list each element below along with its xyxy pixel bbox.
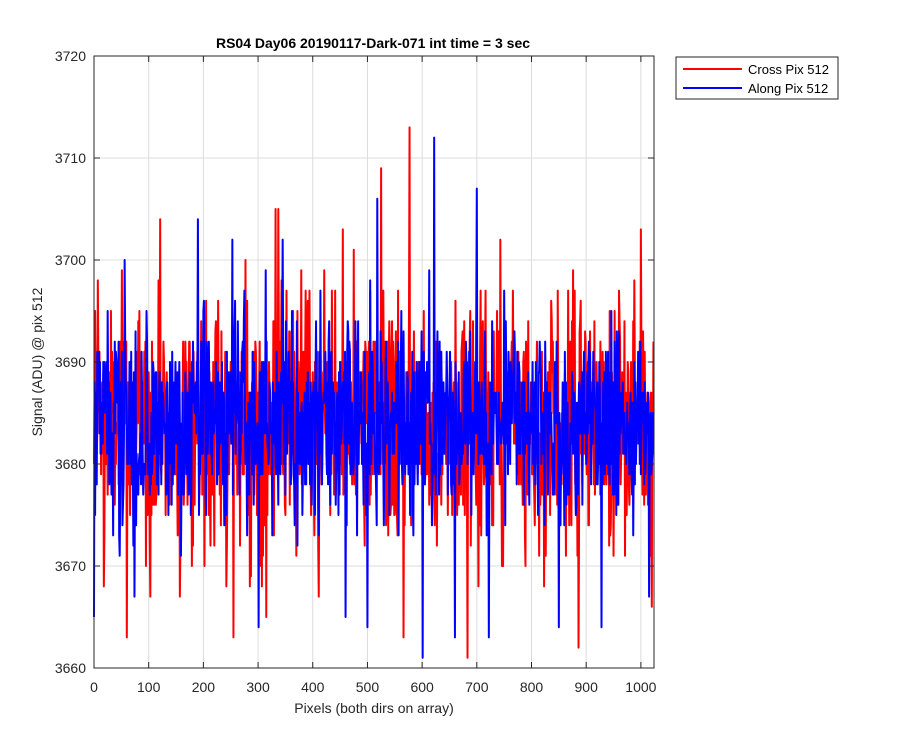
- y-axis-label: Signal (ADU) @ pix 512: [29, 287, 45, 436]
- series-layer: [93, 126, 655, 659]
- legend: Cross Pix 512 Along Pix 512: [675, 56, 839, 100]
- series-line-along-pix: [93, 136, 655, 659]
- x-tick-label: 1000: [625, 679, 656, 695]
- plot-area: 0 100 200 300 400 500 600 700 800 900 1000 3660 3670…: [55, 48, 657, 695]
- x-tick-label: 0: [90, 679, 98, 695]
- ticks: 0 100 200 300 400 500 600 700 800 900 1000 3660 3670…: [55, 48, 657, 695]
- x-tick-label: 800: [520, 679, 544, 695]
- x-tick-label: 700: [465, 679, 489, 695]
- x-tick-label: 300: [246, 679, 270, 695]
- y-tick-label: 3690: [55, 354, 86, 370]
- x-tick-label: 400: [301, 679, 325, 695]
- y-tick-label: 3680: [55, 456, 86, 472]
- y-tick-label: 3670: [55, 558, 86, 574]
- y-tick-label: 3720: [55, 48, 86, 64]
- chart-title: RS04 Day06 20190117-Dark-071 int time = …: [216, 35, 530, 51]
- x-tick-label: 500: [356, 679, 380, 695]
- x-tick-label: 200: [192, 679, 216, 695]
- x-tick-label: 900: [575, 679, 599, 695]
- legend-label-along: Along Pix 512: [748, 81, 828, 96]
- legend-label-cross: Cross Pix 512: [748, 62, 829, 77]
- y-tick-label: 3660: [55, 660, 86, 676]
- x-axis-label: Pixels (both dirs on array): [294, 700, 454, 716]
- y-tick-label: 3710: [55, 150, 86, 166]
- y-tick-label: 3700: [55, 252, 86, 268]
- x-tick-label: 600: [410, 679, 434, 695]
- legend-box: [675, 56, 839, 100]
- x-tick-label: 100: [137, 679, 161, 695]
